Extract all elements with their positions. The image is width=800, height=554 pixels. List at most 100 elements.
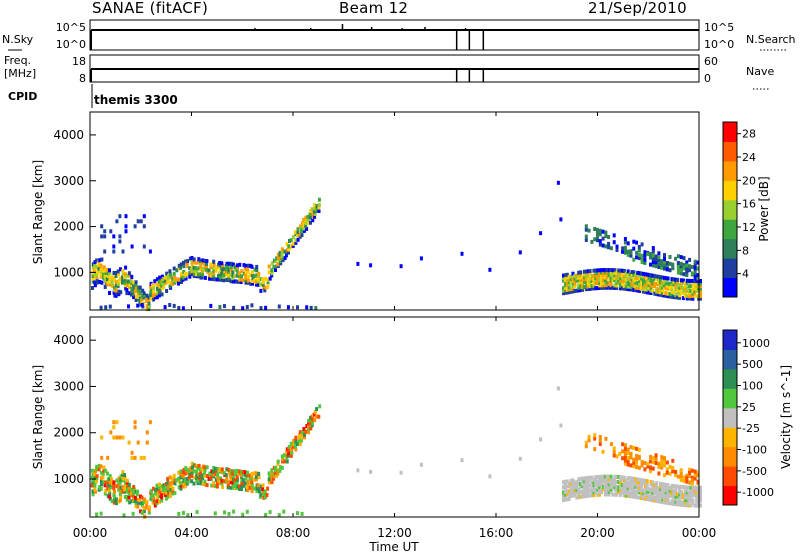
velocity-colorbar-frame xyxy=(722,329,738,506)
echo-cell xyxy=(565,290,569,295)
echo-cell xyxy=(672,484,676,489)
echo-cell xyxy=(605,479,609,484)
echo-cell xyxy=(152,293,155,298)
echo-cell xyxy=(110,281,114,286)
echo-cell xyxy=(601,477,605,482)
echo-cell xyxy=(693,275,697,280)
echo-cell xyxy=(250,270,254,275)
echo-cell xyxy=(241,306,245,311)
echo-cell xyxy=(655,277,659,281)
echo-cell xyxy=(173,280,177,285)
echo-cell xyxy=(662,482,666,487)
echo-cell xyxy=(153,279,157,284)
echo-cell xyxy=(155,282,159,287)
echo-cell xyxy=(588,488,592,493)
time-tick-label: 04:00 xyxy=(174,526,209,540)
echo-cell xyxy=(636,270,640,275)
echo-cell xyxy=(311,212,315,217)
echo-cell xyxy=(569,486,573,491)
echo-cell xyxy=(598,242,602,247)
colorbar-segment xyxy=(723,446,737,467)
echo-cell xyxy=(699,503,702,508)
echo-cell xyxy=(136,295,140,299)
echo-cell xyxy=(662,293,666,298)
echo-cell xyxy=(682,272,686,277)
echo-cell xyxy=(688,268,692,273)
echo-cell xyxy=(693,289,697,294)
echo-cell xyxy=(643,274,647,279)
echo-cell xyxy=(112,425,116,430)
echo-cell xyxy=(690,475,694,480)
echo-cell xyxy=(241,512,245,517)
echo-cell xyxy=(218,479,222,484)
echo-cell xyxy=(309,418,312,422)
echo-cell xyxy=(571,478,575,483)
echo-cell xyxy=(93,260,97,265)
echo-cell xyxy=(177,281,180,286)
echo-cell xyxy=(160,274,164,279)
echo-cell xyxy=(460,458,464,463)
echo-cell xyxy=(687,289,691,293)
echo-cell xyxy=(110,480,114,485)
echo-cell xyxy=(683,487,687,492)
echo-cell xyxy=(664,278,668,283)
echo-cell xyxy=(674,484,678,489)
echo-cell xyxy=(189,267,193,272)
echo-cell xyxy=(229,469,233,474)
echo-cell xyxy=(666,286,670,291)
echo-cell xyxy=(623,455,627,460)
nsky-tick-top: 10^5 xyxy=(56,21,86,34)
echo-cell xyxy=(584,277,588,282)
echo-cell xyxy=(635,240,639,245)
echo-cell xyxy=(216,467,220,471)
echo-cell xyxy=(636,288,640,293)
echo-cell xyxy=(665,267,669,272)
echo-cell xyxy=(651,249,655,254)
echo-cell xyxy=(263,492,267,496)
echo-cell xyxy=(641,287,645,291)
echo-cell xyxy=(683,495,687,500)
time-axis-label: Time UT xyxy=(368,540,419,554)
echo-cell xyxy=(298,442,302,446)
echo-cell xyxy=(624,478,628,483)
echo-cell xyxy=(127,440,131,445)
echo-cell xyxy=(674,473,678,478)
echo-cell xyxy=(201,258,205,263)
echo-cell xyxy=(117,484,121,489)
echo-cell xyxy=(622,488,626,493)
echo-cell xyxy=(632,457,636,462)
echo-cell xyxy=(611,278,615,283)
echo-cell xyxy=(695,490,699,495)
echo-cell xyxy=(637,465,641,470)
echo-cell xyxy=(278,259,282,264)
echo-cell xyxy=(266,486,270,491)
echo-cell xyxy=(629,445,633,450)
echo-cell xyxy=(571,486,575,490)
echo-cell xyxy=(291,241,295,246)
echo-cell xyxy=(601,479,605,484)
echo-cell xyxy=(600,490,603,495)
echo-cell xyxy=(670,499,674,504)
echo-cell xyxy=(117,476,121,481)
echo-cell xyxy=(605,268,609,273)
echo-cell xyxy=(157,293,161,298)
echo-cell xyxy=(604,230,608,235)
echo-cell xyxy=(676,288,680,292)
echo-cell xyxy=(638,281,642,286)
echo-cell xyxy=(657,277,661,282)
echo-cell xyxy=(105,277,109,282)
echo-cell xyxy=(221,485,225,489)
colorbar-tick-label: 28 xyxy=(742,128,756,141)
echo-cell xyxy=(666,281,670,286)
echo-cell xyxy=(609,268,613,273)
echo-cell xyxy=(641,496,645,501)
echo-cell xyxy=(651,498,655,503)
echo-cell xyxy=(626,249,630,254)
echo-cell xyxy=(596,273,600,278)
echo-cell xyxy=(695,501,699,505)
echo-cell xyxy=(685,476,689,481)
echo-cell xyxy=(607,474,611,479)
echo-cell xyxy=(672,295,676,300)
echo-cell xyxy=(668,465,672,470)
echo-cell xyxy=(657,292,661,297)
